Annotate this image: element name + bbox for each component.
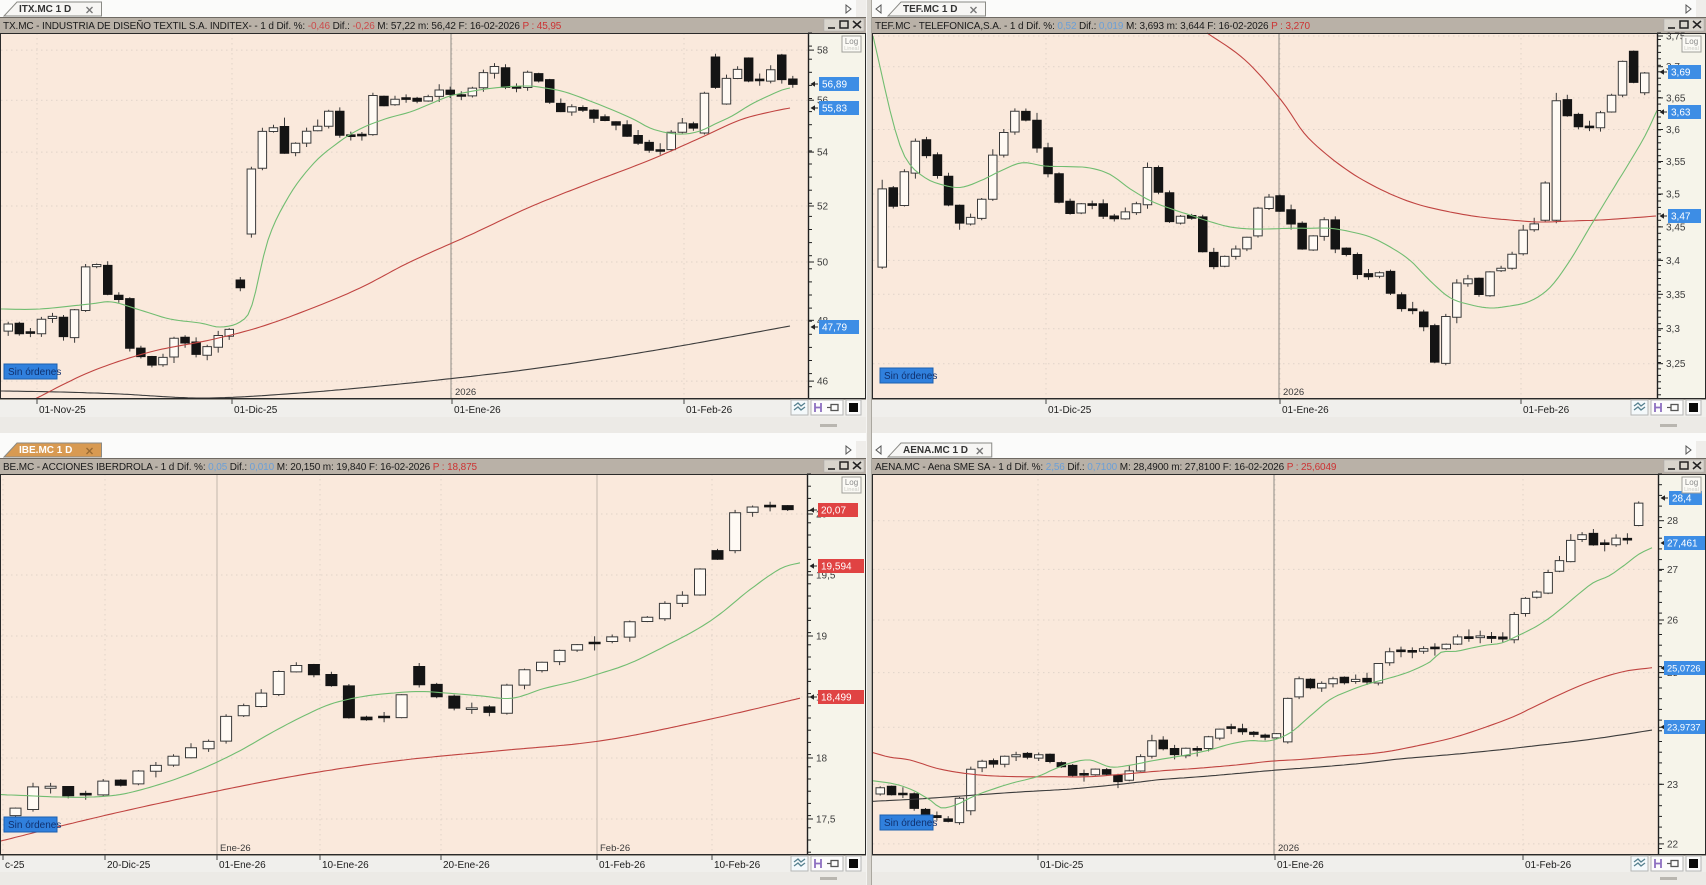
svg-text:01-Dic-25: 01-Dic-25 [1048,405,1092,416]
svg-text:01-Dic-25: 01-Dic-25 [234,405,278,416]
svg-text:01-Feb-26: 01-Feb-26 [1523,405,1570,416]
svg-text:01-Feb-26: 01-Feb-26 [686,405,733,416]
svg-text:28,4: 28,4 [1672,494,1692,505]
svg-text:3,35: 3,35 [1666,290,1686,301]
svg-text:56,89: 56,89 [822,80,847,91]
svg-text:Lineal: Lineal [1684,46,1699,52]
svg-text:25,0726: 25,0726 [1667,664,1701,674]
svg-text:22: 22 [1667,839,1679,850]
svg-text:IBE.MC 1 D: IBE.MC 1 D [19,445,72,456]
svg-text:01-Nov-25: 01-Nov-25 [39,405,86,416]
svg-text:3,6: 3,6 [1666,125,1680,136]
svg-text:46: 46 [817,377,829,388]
svg-text:c-25: c-25 [5,860,25,871]
svg-text:3,3: 3,3 [1666,324,1680,335]
svg-text:2026: 2026 [455,387,476,398]
svg-text:20,07: 20,07 [821,506,846,517]
svg-text:50: 50 [817,258,829,269]
svg-text:3,65: 3,65 [1666,93,1686,104]
svg-text:01-Ene-26: 01-Ene-26 [454,405,501,416]
svg-text:AENA.MC 1 D: AENA.MC 1 D [903,445,968,456]
svg-text:AENA.MC - Aena SME SA - 1 d: AENA.MC - Aena SME SA - 1 d Dif. %: 2,56… [875,462,1337,473]
svg-text:3,75: 3,75 [1666,32,1686,43]
svg-text:3,45: 3,45 [1666,222,1686,233]
svg-text:01-Ene-26: 01-Ene-26 [219,860,266,871]
svg-text:01-Feb-26: 01-Feb-26 [1525,860,1572,871]
svg-text:3,25: 3,25 [1666,359,1686,370]
svg-text:23: 23 [1667,780,1679,791]
svg-text:Log: Log [845,37,858,46]
svg-text:26: 26 [1667,616,1679,627]
svg-text:Sin órdenes: Sin órdenes [884,818,937,829]
svg-text:BE.MC - ACCIONES IBERDROLA -: BE.MC - ACCIONES IBERDROLA - 1 d Dif. %:… [3,462,478,473]
svg-text:10-Feb-26: 10-Feb-26 [714,860,761,871]
svg-text:Sin órdenes: Sin órdenes [8,367,61,378]
svg-text:20-Ene-26: 20-Ene-26 [443,860,490,871]
svg-text:19,5: 19,5 [816,571,836,582]
svg-text:52: 52 [817,202,829,213]
svg-text:3,69: 3,69 [1671,68,1691,79]
svg-text:Log: Log [845,478,858,487]
svg-text:19,594: 19,594 [821,562,852,573]
svg-text:18: 18 [816,754,828,765]
svg-text:55,83: 55,83 [822,104,847,115]
svg-text:47,79: 47,79 [822,323,847,334]
svg-text:Feb-26: Feb-26 [600,843,630,854]
svg-text:Lineal: Lineal [1684,487,1699,493]
svg-text:2026: 2026 [1278,843,1299,854]
svg-text:TEF.MC 1 D: TEF.MC 1 D [903,4,957,15]
svg-text:01-Feb-26: 01-Feb-26 [599,860,646,871]
svg-text:3,47: 3,47 [1671,212,1691,223]
svg-text:19: 19 [816,632,828,643]
svg-text:20-Dic-25: 20-Dic-25 [107,860,151,871]
svg-text:27,461: 27,461 [1667,539,1698,550]
svg-text:3,5: 3,5 [1666,190,1680,201]
svg-text:3,4: 3,4 [1666,256,1680,267]
svg-text:Lineal: Lineal [844,487,859,493]
svg-text:10-Ene-26: 10-Ene-26 [322,860,369,871]
svg-text:3,55: 3,55 [1666,157,1686,168]
svg-text:Log: Log [1685,37,1698,46]
svg-text:2026: 2026 [1283,387,1304,398]
svg-text:01-Dic-25: 01-Dic-25 [1040,860,1084,871]
svg-text:TX.MC - INDUSTRIA DE DISEÑO TE: TX.MC - INDUSTRIA DE DISEÑO TEXTIL S.A. … [3,19,562,32]
svg-text:Log: Log [1685,478,1698,487]
svg-text:TEF.MC - TELEFONICA,S.A. - 1: TEF.MC - TELEFONICA,S.A. - 1 d Dif. %: 0… [875,21,1310,32]
svg-text:Sin órdenes: Sin órdenes [884,371,937,382]
svg-text:Sin órdenes: Sin órdenes [8,820,61,831]
svg-text:58: 58 [817,46,829,57]
svg-text:18,499: 18,499 [821,693,852,704]
svg-text:28: 28 [1667,516,1679,527]
svg-text:01-Ene-26: 01-Ene-26 [1282,405,1329,416]
svg-text:23,9737: 23,9737 [1667,723,1701,733]
svg-text:ITX.MC 1 D: ITX.MC 1 D [19,4,71,15]
svg-text:01-Ene-26: 01-Ene-26 [1277,860,1324,871]
svg-text:3,63: 3,63 [1671,108,1691,119]
svg-text:27: 27 [1667,565,1679,576]
svg-text:54: 54 [817,148,829,159]
svg-text:17,5: 17,5 [816,815,836,826]
svg-text:Lineal: Lineal [844,46,859,52]
svg-text:Ene-26: Ene-26 [220,843,251,854]
